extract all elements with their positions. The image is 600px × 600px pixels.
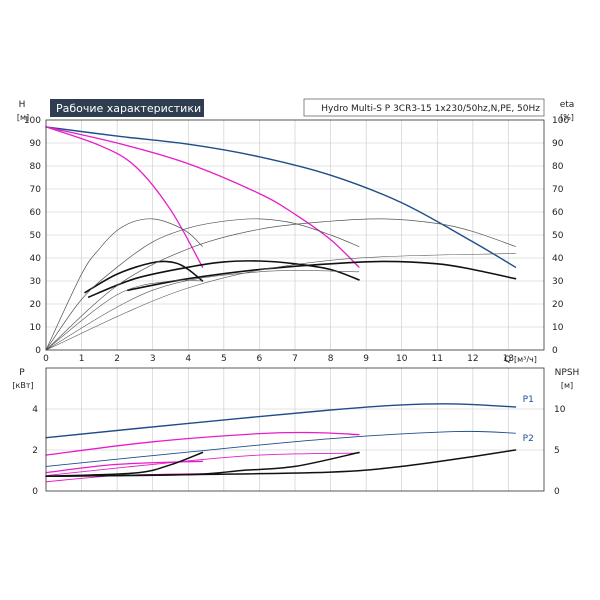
lower-P1-curve-0 — [45, 403, 517, 439]
x-tick-label: 9 — [363, 354, 369, 364]
model-label: Hydro Multi-S P 3CR3-15 1x230/50hz,N,PE,… — [321, 104, 540, 114]
header-title-box — [50, 99, 204, 117]
x-tick-label: 2 — [114, 354, 120, 364]
x-tick-label: 12 — [467, 354, 478, 364]
upper-plot-frame — [45, 119, 545, 351]
x-tick-label: 11 — [432, 354, 443, 364]
lower-P2-curve-3 — [45, 452, 360, 477]
upper-head-curve-2 — [45, 126, 204, 268]
upper-left-tick-label: 40 — [30, 254, 42, 264]
upper-tick-labels: 0 1 2 3 4 5 6 7 8 9 10 11 12 130102030405060708090100… — [24, 116, 570, 364]
upper-left-tick-label: 10 — [30, 323, 42, 333]
upper-left-tick-label: 50 — [30, 231, 42, 241]
upper-right-axis-unit: [%] — [560, 113, 574, 122]
x-axis-label: Q — [504, 355, 511, 365]
upper-right-tick-label: 70 — [552, 185, 564, 195]
lower-right-tick-label: 5 — [554, 446, 560, 456]
upper-right-tick-label: 20 — [552, 300, 564, 310]
upper-left-tick-label: 100 — [24, 116, 41, 126]
x-tick-label: 7 — [292, 354, 298, 364]
upper-left-tick-label: 90 — [30, 139, 42, 149]
lower-right-axis-unit: [м] — [561, 381, 573, 390]
upper-efficiency-curve-3 — [127, 260, 517, 291]
upper-left-tick-label: 80 — [30, 162, 42, 172]
upper-right-tick-label: 10 — [552, 323, 564, 333]
lower-right-tick-label: 10 — [554, 405, 566, 415]
upper-right-tick-label: 40 — [552, 254, 564, 264]
upper-left-tick-label: 20 — [30, 300, 42, 310]
upper-head-curve-1 — [45, 126, 360, 268]
x-tick-label: 0 — [43, 354, 49, 364]
upper-left-tick-label: 0 — [35, 346, 41, 356]
upper-left-axis-unit: [м] — [17, 113, 29, 122]
lower-left-tick-label: 2 — [32, 446, 38, 456]
upper-system-curve-10 — [45, 270, 360, 351]
upper-efficiency-curve-6 — [45, 218, 516, 351]
x-tick-label: 13 — [503, 354, 514, 364]
upper-efficiency-curve-4 — [87, 260, 360, 298]
lower-NPSH-curve-8 — [45, 451, 204, 477]
upper-efficiency-curve-7 — [45, 218, 360, 351]
lower-left-tick-label: 0 — [32, 487, 38, 497]
lower-P2-curve-1 — [45, 430, 516, 467]
upper-right-axis-label: eta — [560, 100, 575, 110]
upper-efficiency-curve-5 — [84, 260, 204, 294]
x-tick-label: 1 — [79, 354, 85, 364]
curve-label-p1: P1 — [523, 395, 534, 405]
upper-system-curve-11 — [45, 279, 203, 351]
upper-right-tick-label: 0 — [552, 346, 558, 356]
upper-left-tick-label: 30 — [30, 277, 42, 287]
upper-right-tick-label: 100 — [552, 116, 569, 126]
lower-left-tick-label: 4 — [32, 405, 38, 415]
x-tick-label: 4 — [185, 354, 191, 364]
lower-plot-frame — [45, 367, 545, 492]
lower-NPSH-curve-7 — [45, 451, 360, 477]
upper-left-tick-label: 60 — [30, 208, 42, 218]
x-tick-label: 8 — [328, 354, 334, 364]
x-tick-label: 3 — [150, 354, 156, 364]
lower-right-tick-label: 0 — [554, 487, 560, 497]
upper-left-tick-label: 70 — [30, 185, 42, 195]
x-tick-label: 10 — [396, 354, 408, 364]
header-title: Рабочие характеристики — [56, 102, 201, 115]
lower-P1-curve-2 — [45, 431, 360, 456]
upper-right-tick-label: 30 — [552, 277, 564, 287]
upper-right-tick-label: 80 — [552, 162, 564, 172]
x-axis-unit: [м³/ч] — [514, 355, 537, 364]
upper-left-axis-label: H — [19, 100, 26, 110]
upper-series — [45, 126, 517, 351]
lower-series — [45, 403, 517, 483]
upper-head-curve-0 — [45, 126, 517, 268]
curve-label-p2: P2 — [523, 434, 534, 444]
upper-right-tick-label: 50 — [552, 231, 564, 241]
upper-system-curve-9 — [45, 253, 516, 351]
x-tick-label: 6 — [257, 354, 263, 364]
model-box — [303, 98, 545, 117]
lower-P1-curve-4 — [45, 460, 204, 474]
lower-right-axis-label: NPSH — [555, 368, 580, 378]
lower-curve-labels: P1 P2 — [523, 395, 534, 444]
lower-left-axis-label: P — [19, 368, 25, 378]
lower-tick-labels: 0 2 4 0 5 10 — [32, 405, 565, 497]
x-tick-label: 5 — [221, 354, 227, 364]
upper-right-tick-label: 60 — [552, 208, 564, 218]
upper-efficiency-curve-8 — [45, 218, 203, 351]
upper-grid — [45, 119, 544, 351]
upper-right-tick-label: 90 — [552, 139, 564, 149]
lower-left-axis-unit: [кВт] — [12, 381, 33, 390]
